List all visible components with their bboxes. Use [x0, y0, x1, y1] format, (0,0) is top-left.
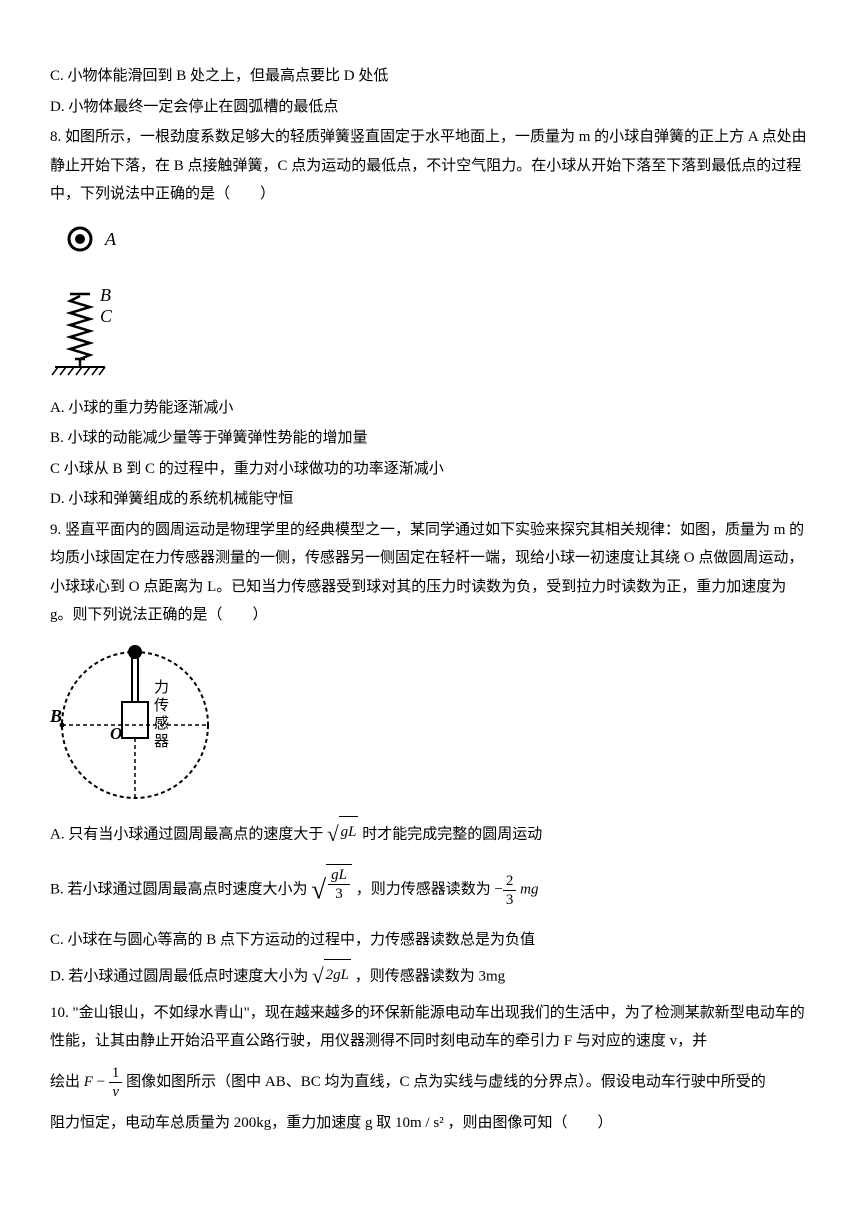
q8-opt-a: A. 小球的重力势能逐渐减小	[50, 394, 810, 423]
q9-label-b: B	[50, 706, 62, 726]
q9-sensor-label-4: 器	[154, 734, 169, 750]
q10-text-3: 阻力恒定，电动车总质量为 200kg，重力加速度 g 取 10m / s² ，则…	[50, 1109, 810, 1138]
option-c: C. 小物体能滑回到 B 处之上，但最高点要比 D 处低	[50, 62, 810, 91]
q8-opt-c: C 小球从 B 到 C 的过程中，重力对小球做功的功率逐渐减小	[50, 455, 810, 484]
q9-center-label: O	[110, 724, 122, 743]
option-d: D. 小物体最终一定会停止在圆弧槽的最低点	[50, 93, 810, 122]
q9-opt-d: D. 若小球通过圆周最低点时速度大小为 √2gL ，则传感器读数为 3mg	[50, 957, 810, 997]
q9-text: 9. 竖直平面内的圆周运动是物理学里的经典模型之一，某同学通过如下实验来探究其相…	[50, 516, 810, 630]
q9-sensor-label-3: 感	[154, 715, 169, 732]
q9-opt-a: A. 只有当小球通过圆周最高点的速度大于 √gL 时才能完成完整的圆周运动	[50, 815, 810, 855]
q8-opt-d: D. 小球和弹簧组成的系统机械能守恒	[50, 485, 810, 514]
q9-figure: 力 传 感 器 O B	[50, 640, 810, 805]
q9-sensor-label-2: 传	[154, 697, 169, 714]
q8-label-a: A	[104, 229, 117, 249]
q8-opt-b: B. 小球的动能减少量等于弹簧弹性势能的增加量	[50, 424, 810, 453]
q9-opt-c: C. 小球在与圆心等高的 B 点下方运动的过程中，力传感器读数总是为负值	[50, 926, 810, 955]
q9-opt-b: B. 若小球通过圆周最高点时速度大小为 √gL3 ，则力传感器读数为 −23 m…	[50, 864, 810, 916]
q9-sensor-label-1: 力	[154, 679, 169, 696]
q10-text-1: 10. "金山银山，不如绿水青山"，现在越来越多的环保新能源电动车出现我们的生活…	[50, 999, 810, 1056]
q8-text: 8. 如图所示，一根劲度系数足够大的轻质弹簧竖直固定于水平地面上，一质量为 m …	[50, 123, 810, 209]
q8-figure: A B C	[50, 219, 810, 384]
q10-text-2: 绘出 F − 1v 图像如图所示（图中 AB、BC 均为直线，C 点为实线与虚线…	[50, 1064, 810, 1101]
q8-label-b: B	[100, 285, 111, 305]
q8-label-c: C	[100, 306, 113, 326]
